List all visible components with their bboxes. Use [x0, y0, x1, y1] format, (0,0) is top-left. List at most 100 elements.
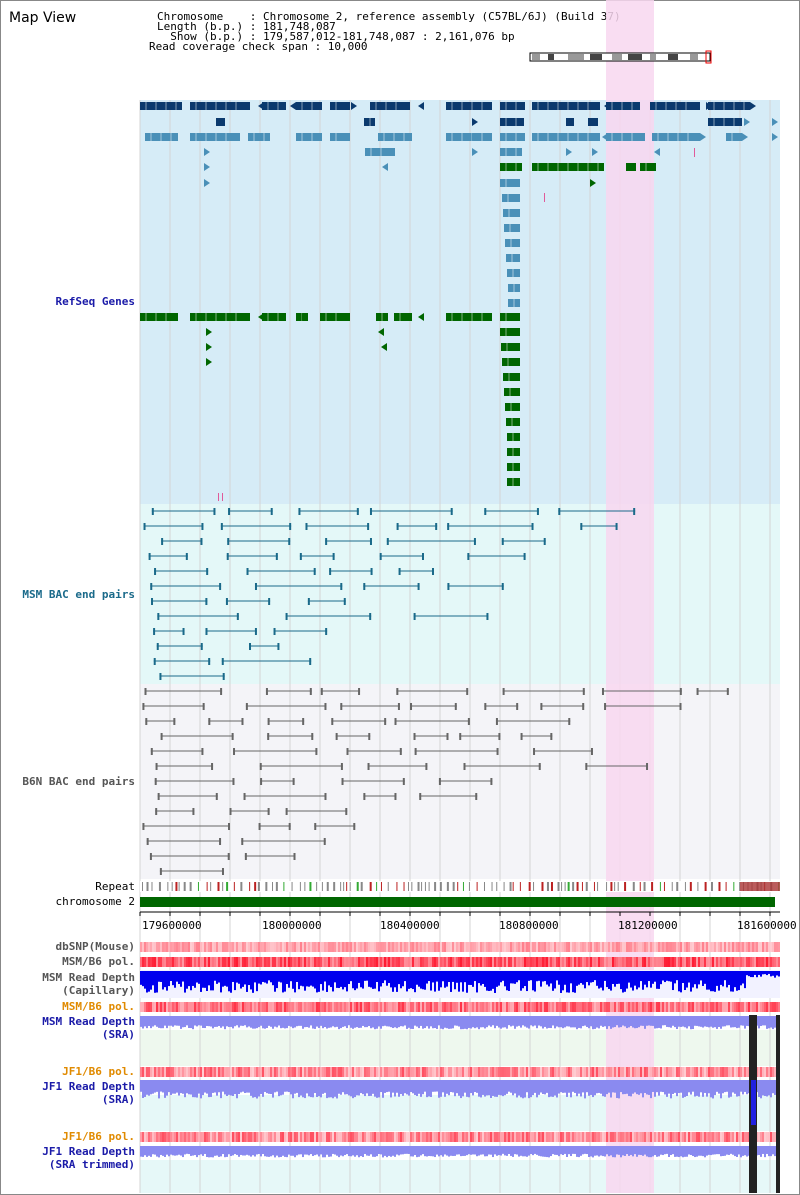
- depth-bar: [294, 1080, 296, 1094]
- track-label-jf1-depth[interactable]: JF1 Read Depth: [42, 1080, 135, 1093]
- depth-bar: [208, 1080, 210, 1098]
- depth-bar: [146, 971, 148, 993]
- depth-bar: [376, 1016, 378, 1029]
- heat-cell: [382, 1067, 384, 1077]
- heat-cell: [590, 1002, 592, 1012]
- heat-cell: [418, 957, 420, 967]
- bac-end: [454, 703, 457, 710]
- depth-bar: [170, 1146, 172, 1155]
- track-label-msm-pol-2[interactable]: MSM/B6 pol.: [62, 1000, 135, 1013]
- heat-cell: [352, 1067, 354, 1077]
- heat-cell: [498, 1002, 500, 1012]
- bac-end: [227, 538, 230, 545]
- heat-cell: [662, 1002, 664, 1012]
- bac-end: [369, 538, 372, 545]
- heat-cell: [148, 957, 150, 967]
- depth-bar: [730, 1016, 732, 1028]
- depth-bar: [588, 1016, 590, 1029]
- heat-cell: [176, 1002, 178, 1012]
- depth-bar: [568, 971, 570, 993]
- heat-cell: [658, 1132, 660, 1142]
- depth-bar: [594, 971, 596, 981]
- depth-bar: [444, 971, 446, 988]
- track-label-jf1-pol-1[interactable]: JF1/B6 pol.: [62, 1065, 135, 1078]
- depth-bar: [422, 971, 424, 990]
- depth-bar: [648, 1080, 650, 1095]
- depth-bar: [300, 1080, 302, 1096]
- track-label-refseq[interactable]: RefSeq Genes: [55, 295, 135, 308]
- heat-cell: [614, 942, 616, 952]
- track-label-jf1-depth-trim[interactable]: JF1 Read Depth: [42, 1145, 135, 1158]
- track-label-msm-depth-cap[interactable]: MSM Read Depth: [42, 971, 135, 984]
- depth-bar: [378, 1016, 380, 1027]
- bac-end: [146, 838, 149, 845]
- depth-bar: [284, 1080, 286, 1092]
- depth-bar: [614, 971, 616, 987]
- heat-cell: [604, 957, 606, 967]
- heat-cell: [270, 942, 272, 952]
- depth-bar: [166, 1016, 168, 1029]
- bac-end: [155, 808, 158, 815]
- track-label-repeat[interactable]: Repeat: [95, 880, 135, 893]
- depth-bar: [336, 1016, 338, 1027]
- depth-bar: [400, 1016, 402, 1027]
- track-label-chromosome[interactable]: chromosome 2: [55, 895, 135, 908]
- heat-cell: [628, 1132, 630, 1142]
- track-label-msm-pol-1[interactable]: MSM/B6 pol.: [62, 955, 135, 968]
- heat-cell: [188, 1067, 190, 1077]
- track-label-b6n-bac[interactable]: B6N BAC end pairs: [22, 775, 135, 788]
- heat-cell: [354, 957, 356, 967]
- track-label-jf1-pol-2[interactable]: JF1/B6 pol.: [62, 1130, 135, 1143]
- depth-bar: [374, 1016, 376, 1030]
- depth-bar: [470, 1080, 472, 1094]
- heat-cell: [616, 957, 618, 967]
- depth-bar: [556, 1146, 558, 1155]
- heat-cell: [234, 1002, 236, 1012]
- depth-bar: [592, 971, 594, 983]
- depth-bar: [616, 1080, 618, 1099]
- depth-bar: [300, 1016, 302, 1026]
- heat-cell: [346, 1132, 348, 1142]
- heat-cell: [764, 1067, 766, 1077]
- depth-bar: [294, 1146, 296, 1158]
- heat-cell: [304, 1132, 306, 1142]
- heat-cell: [218, 942, 220, 952]
- bac-end: [161, 538, 164, 545]
- repeat-mark: [424, 882, 426, 891]
- depth-bar: [288, 1016, 290, 1026]
- depth-bar: [288, 1146, 290, 1155]
- marker: [218, 493, 219, 501]
- heat-cell: [406, 1002, 408, 1012]
- depth-bar: [672, 1016, 674, 1026]
- heat-cell: [154, 1002, 156, 1012]
- heat-cell: [632, 942, 634, 952]
- heat-cell: [712, 1067, 714, 1077]
- repeat-mark: [725, 882, 727, 891]
- heat-cell: [592, 957, 594, 967]
- depth-bar: [308, 1146, 310, 1156]
- track-label-msm-bac[interactable]: MSM BAC end pairs: [22, 588, 135, 601]
- track-label-msm-depth-sra[interactable]: MSM Read Depth: [42, 1015, 135, 1028]
- depth-bar: [334, 1016, 336, 1028]
- repeat-mark: [567, 882, 570, 891]
- heat-cell: [698, 1132, 700, 1142]
- depth-bar: [160, 1080, 162, 1092]
- depth-bar: [688, 971, 690, 983]
- heat-cell: [442, 1002, 444, 1012]
- depth-bar: [358, 1016, 360, 1028]
- depth-bar: [714, 1016, 716, 1028]
- depth-bar: [384, 1146, 386, 1156]
- bac-end: [414, 748, 417, 755]
- heat-cell: [444, 957, 446, 967]
- heat-cell: [572, 1067, 574, 1077]
- depth-bar: [280, 971, 282, 983]
- depth-bar: [530, 971, 532, 981]
- depth-bar: [710, 971, 712, 992]
- heat-cell: [476, 1132, 478, 1142]
- depth-bar: [408, 1080, 410, 1096]
- depth-bar: [708, 1016, 710, 1028]
- heat-cell: [506, 1002, 508, 1012]
- track-label-dbsnp[interactable]: dbSNP(Mouse): [55, 940, 135, 953]
- heat-cell: [234, 1067, 236, 1077]
